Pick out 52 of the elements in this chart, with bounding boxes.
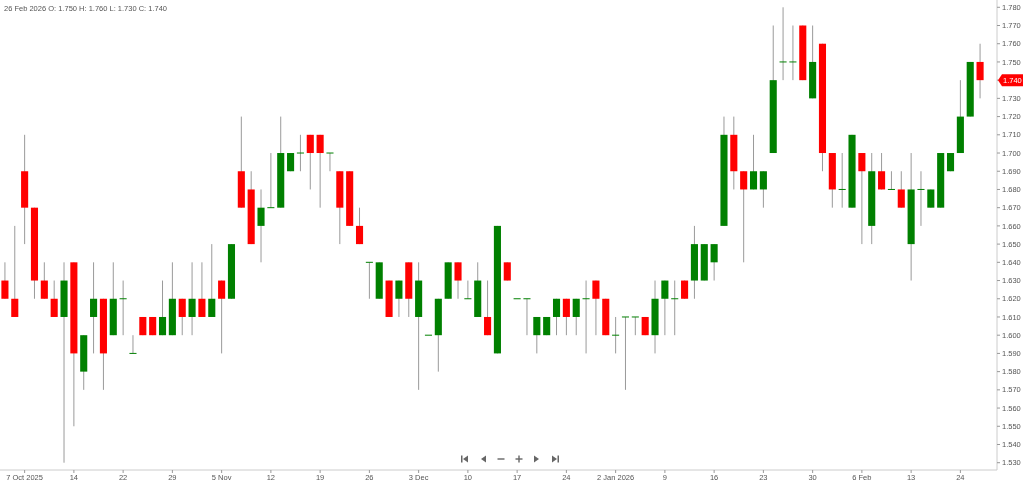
candlestick [208, 243, 216, 318]
candlestick [611, 316, 620, 354]
candlestick [119, 280, 128, 336]
candlestick [631, 316, 640, 336]
candlestick [710, 243, 718, 282]
candlestick [621, 316, 630, 391]
candlestick [158, 280, 167, 336]
candlestick [257, 188, 265, 263]
candlestick [178, 298, 186, 336]
candlestick [582, 280, 591, 354]
candlestick [50, 280, 58, 318]
candlestick [1, 261, 9, 300]
candlestick [188, 261, 196, 336]
candlestick [670, 280, 679, 336]
candlestick [306, 134, 314, 190]
candlestick [463, 280, 472, 300]
candlestick [266, 152, 275, 209]
candlestick [661, 280, 669, 336]
candlestick [11, 225, 19, 318]
candlestick [198, 261, 206, 318]
candlestick [40, 261, 48, 300]
candlestick [365, 261, 374, 300]
candlestick [128, 334, 138, 354]
candlestick [858, 152, 866, 245]
candlestick [740, 170, 748, 263]
candlestick [316, 134, 324, 209]
candlestick [897, 170, 905, 209]
candlestick [395, 280, 403, 318]
candlestick [788, 25, 797, 81]
candlestick [533, 316, 541, 354]
candlestick [592, 280, 600, 336]
candlestick [90, 261, 98, 354]
candlestick [503, 261, 511, 282]
candlestick [454, 261, 462, 300]
candlestick [749, 134, 758, 190]
candlestick [572, 298, 580, 336]
candlestick [887, 170, 896, 190]
candlestick [296, 134, 305, 172]
candlestick [552, 298, 561, 336]
candlestick [218, 280, 226, 354]
candlestick [927, 188, 935, 209]
candlestick [484, 280, 492, 336]
candlestick [355, 207, 364, 245]
candlestick [325, 152, 335, 172]
candlestick [562, 298, 570, 336]
candlestick [878, 152, 886, 190]
candlestick [522, 298, 532, 336]
candlestick [976, 43, 984, 99]
candlestick [838, 152, 847, 209]
candlestick [779, 6, 788, 81]
candlestick [759, 170, 767, 209]
candlestick [916, 170, 926, 227]
